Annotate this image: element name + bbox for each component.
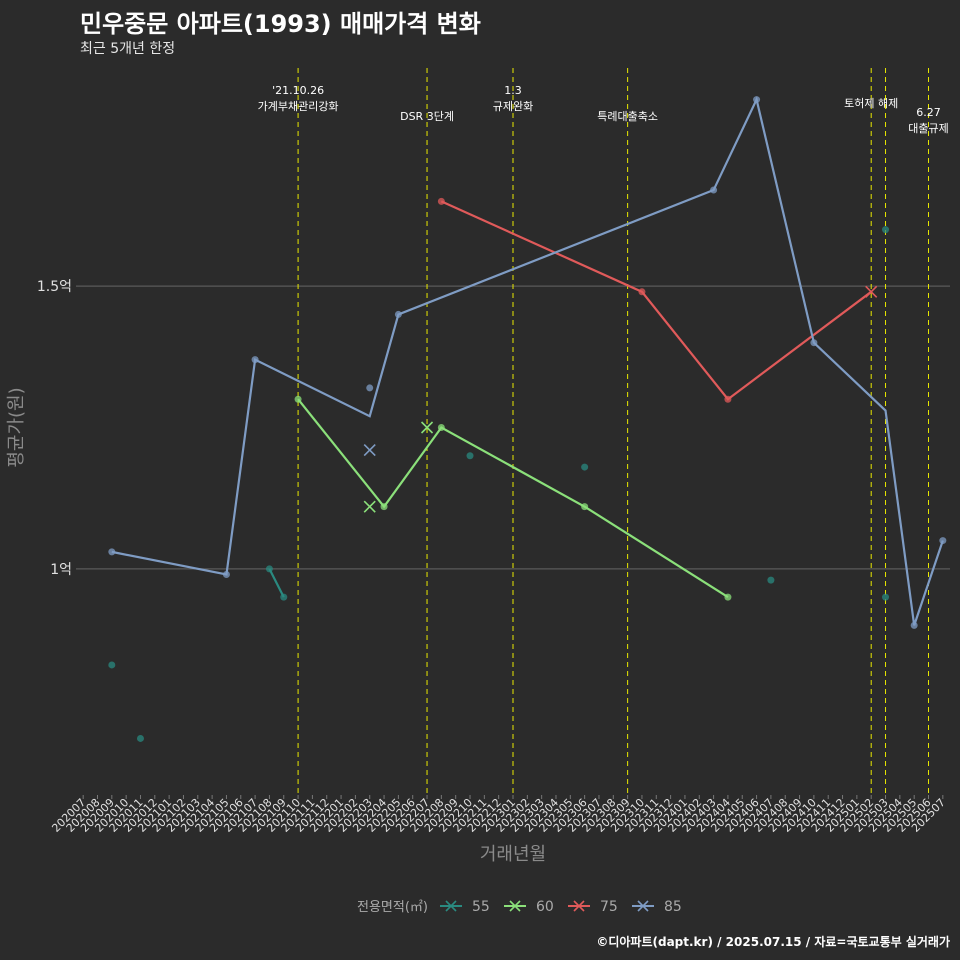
event-label: DSR 3단계 (400, 110, 454, 123)
data-point-55 (581, 463, 589, 471)
legend-swatch-cross (445, 900, 457, 912)
data-point-85 (366, 384, 374, 392)
event-label: 토허제 해제 (844, 96, 898, 110)
series-line-55 (268, 568, 285, 598)
data-point-60 (380, 503, 388, 511)
data-point-55 (280, 593, 288, 601)
data-point-75 (437, 197, 445, 205)
legend-label: 60 (536, 899, 554, 915)
data-point-75 (724, 395, 732, 403)
y-tick-label: 1.5억 (37, 279, 72, 295)
cross-stroke (865, 285, 878, 298)
data-point-55 (882, 226, 890, 234)
event-label: 1.3 (504, 84, 522, 97)
legend-swatch-cross (637, 900, 649, 912)
legend-item-60: 60 (504, 899, 554, 915)
data-point-55 (265, 565, 273, 573)
legend-item-55: 55 (440, 899, 490, 915)
event-label: 대출규제 (908, 122, 948, 135)
data-point-85 (710, 186, 718, 194)
data-point-85 (810, 339, 818, 347)
event-label: 특례대출축소 (597, 110, 658, 123)
data-point-85 (753, 96, 761, 104)
cross-marker-85 (363, 444, 376, 457)
data-point-55 (136, 734, 144, 742)
cross-marker-60 (420, 421, 434, 434)
data-point-55 (108, 661, 116, 669)
cross-stroke (363, 444, 376, 457)
data-point-55 (466, 452, 474, 460)
data-point-60 (724, 593, 732, 601)
data-point-85 (939, 537, 947, 545)
legend-label: 55 (472, 899, 490, 915)
x-axis-title: 거래년월 (480, 844, 546, 865)
data-point-85 (108, 548, 116, 556)
footer-credit: ©디아파트(dapt.kr) / 2025.07.15 / 자료=국토교통부 실… (596, 935, 950, 949)
chart-title: 민우중문 아파트(1993) 매매가격 변화 (80, 10, 481, 38)
data-point-60 (437, 424, 445, 431)
y-tick-label: 1억 (50, 562, 72, 578)
series-line-85 (111, 96, 944, 626)
legend-item-85: 85 (632, 899, 682, 915)
legend-title: 전용면적(㎡) (357, 900, 428, 915)
data-point-85 (394, 310, 402, 318)
data-point-75 (638, 288, 646, 296)
legend-swatch-cross (509, 900, 521, 912)
chart-subtitle: 최근 5개년 한정 (80, 41, 176, 57)
y-axis-title: 평균가(원) (6, 387, 27, 467)
cross-marker-60 (363, 500, 376, 513)
data-point-85 (222, 571, 230, 578)
event-label: '21.10.26 (272, 84, 324, 97)
data-point-60 (581, 503, 589, 511)
cross-stroke (420, 421, 434, 434)
event-label: 6.27 (916, 106, 941, 119)
series-line-75 (440, 200, 872, 401)
data-point-55 (882, 593, 890, 601)
event-label: 규제완화 (493, 100, 533, 113)
legend-label: 75 (600, 899, 618, 915)
data-point-85 (251, 356, 259, 364)
data-point-60 (294, 395, 302, 403)
data-point-55 (767, 576, 775, 584)
event-label: 가계부채관리강화 (258, 100, 339, 113)
cross-marker-75 (865, 285, 878, 298)
cross-stroke (363, 500, 376, 513)
legend-item-75: 75 (568, 899, 618, 915)
data-point-85 (910, 621, 918, 629)
legend-label: 85 (664, 899, 682, 915)
legend-swatch-cross (573, 900, 585, 912)
